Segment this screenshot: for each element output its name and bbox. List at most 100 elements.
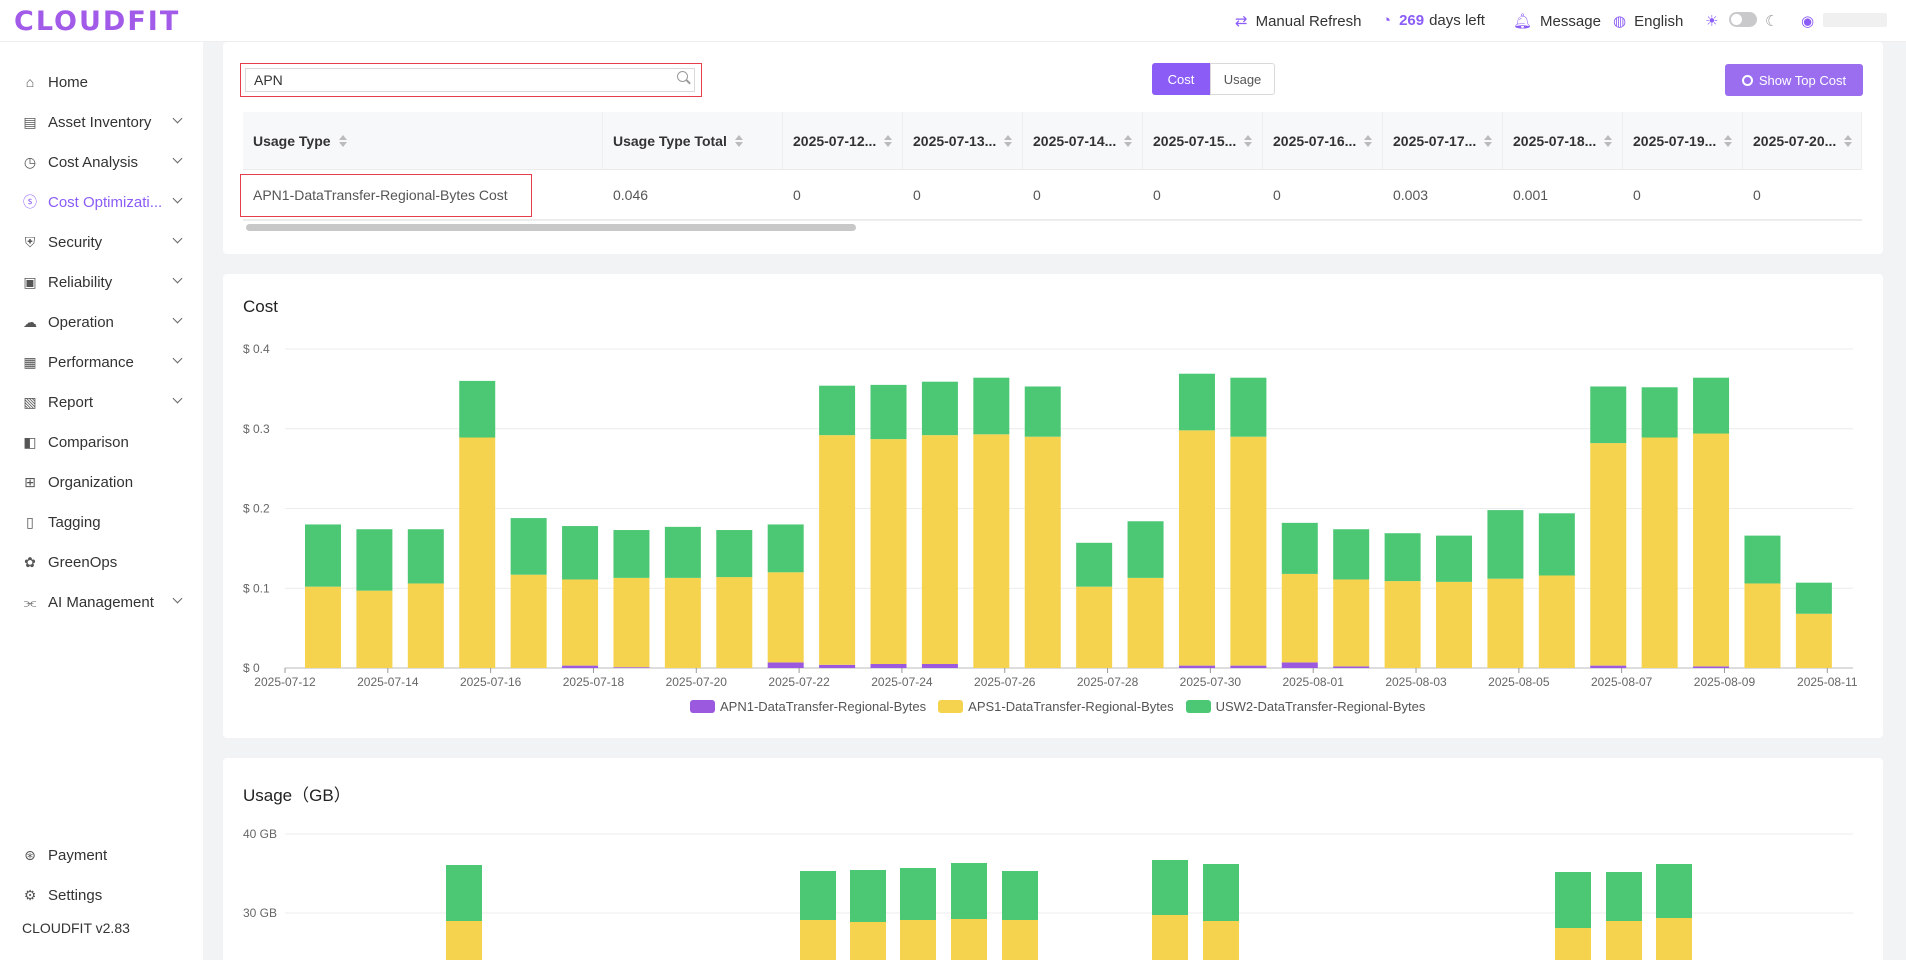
legend-swatch [938, 699, 964, 713]
table-header-cell[interactable]: 2025-07-15... [1143, 112, 1263, 169]
sidebar-item-performance[interactable]: ▦ Performance [0, 344, 203, 380]
cost-chart-card [223, 274, 1883, 738]
sidebar-item-report[interactable]: ▧ Report [0, 384, 203, 420]
sort-icon[interactable] [1844, 134, 1853, 147]
table-header-cell[interactable]: 2025-07-13... [903, 112, 1023, 169]
chevron-down-icon[interactable] [172, 313, 183, 324]
sort-icon[interactable] [1724, 134, 1733, 147]
chevron-down-icon[interactable] [172, 153, 183, 164]
user-name-placeholder[interactable] [1823, 13, 1887, 27]
table-header-cell[interactable]: 2025-07-14... [1023, 112, 1143, 169]
legend-item[interactable]: USW2-DataTransfer-Regional-Bytes [1185, 699, 1425, 714]
table-header-cell[interactable]: 2025-07-18... [1503, 112, 1623, 169]
sidebar-item-cost-optimizati[interactable]: ⓢ Cost Optimizati... [0, 184, 203, 220]
performance-icon: ▦ [23, 354, 37, 370]
search-input[interactable] [245, 68, 695, 92]
sort-icon[interactable] [884, 134, 893, 147]
chevron-down-icon[interactable] [172, 393, 183, 404]
table-header-cell[interactable]: 2025-07-12... [783, 112, 903, 169]
manual-refresh-button[interactable]: ⇄ Manual Refresh [1235, 12, 1362, 31]
top-bar: CLOUDFIT ⇄ Manual Refresh ◔ 269 days lef… [0, 0, 1906, 42]
table-header-cell[interactable]: 2025-07-19... [1623, 112, 1743, 169]
report-icon: ▧ [23, 394, 37, 410]
legend-swatch [690, 699, 715, 713]
sidebar-item-label: Comparison [48, 433, 129, 451]
sidebar-item-reliability[interactable]: ▣ Reliability [0, 264, 203, 300]
usage-table: Usage Type Usage Type Total 2025-07-12... 2… [243, 112, 1862, 220]
table-cell: 0 [913, 186, 921, 203]
chevron-down-icon[interactable] [172, 273, 183, 284]
sidebar-item-payment[interactable]: ⊛ Payment [0, 837, 203, 873]
usage-chart-title: Usage（GB） [243, 786, 351, 805]
globe-icon: ◍ [1613, 13, 1627, 30]
legend-swatch [1185, 699, 1211, 713]
table-cell: 0 [1153, 186, 1161, 203]
sidebar-item-ai-management[interactable]: ⫘ AI Management [0, 584, 203, 620]
sidebar-item-label: GreenOps [48, 553, 118, 571]
chart-legend: APN1-DataTransfer-Regional-Bytes APS1-Dat… [690, 698, 1437, 714]
legend-item[interactable]: APN1-DataTransfer-Regional-Bytes [690, 699, 926, 714]
sidebar-item-security[interactable]: ⛨ Security [0, 224, 203, 260]
sidebar-item-label: Cost Analysis [48, 153, 139, 171]
operation-icon: ☁︎ [23, 314, 37, 330]
sidebar-item-tagging[interactable]: ▯ Tagging [0, 504, 203, 540]
table-cell: 0.001 [1513, 186, 1549, 203]
chevron-down-icon[interactable] [172, 193, 183, 204]
table-scrollbar[interactable] [246, 224, 856, 231]
table-cell: 0 [1273, 186, 1281, 203]
table-cell: 0.003 [1393, 186, 1429, 203]
table-header-cell[interactable]: Usage Type Total [603, 112, 783, 169]
message-button[interactable]: 🔔︎ Message [1513, 12, 1601, 31]
sort-icon[interactable] [1004, 134, 1013, 147]
table-scroll-track [243, 220, 1862, 232]
language-selector[interactable]: ◍ English [1613, 12, 1684, 31]
table-header-cell[interactable]: Usage Type [243, 112, 603, 169]
table-header-cell[interactable]: 2025-07-17... [1383, 112, 1503, 169]
show-top-cost-button[interactable]: Show Top Cost [1725, 64, 1863, 96]
table-header-cell[interactable]: 2025-07-20... [1743, 112, 1862, 169]
sort-icon[interactable] [734, 134, 743, 147]
security-icon: ⛨ [24, 234, 36, 250]
sidebar-item-home[interactable]: ⌂ Home [0, 64, 203, 100]
sort-icon[interactable] [1124, 134, 1133, 147]
sidebar-item-label: Asset Inventory [48, 113, 152, 131]
bell-icon: 🔔︎ [1513, 13, 1533, 30]
table-row: APN1-DataTransfer-Regional-Bytes Cost 0.0… [243, 170, 1862, 220]
chevron-down-icon[interactable] [172, 113, 183, 124]
row-highlight-box [240, 174, 532, 217]
sidebar-item-label: Cost Optimizati... [48, 193, 163, 211]
sort-icon[interactable] [1604, 134, 1613, 147]
sidebar-item-asset-inventory[interactable]: ▤ Asset Inventory [0, 104, 203, 140]
sort-icon[interactable] [338, 134, 347, 147]
sidebar-item-cost-analysis[interactable]: ◷ Cost Analysis [0, 144, 203, 180]
legend-item[interactable]: APS1-DataTransfer-Regional-Bytes [938, 699, 1174, 714]
sidebar-item-label: Security [48, 233, 103, 251]
toggle-cost-button[interactable]: Cost [1152, 63, 1210, 95]
chevron-down-icon[interactable] [172, 233, 183, 244]
app-version: CLOUDFIT v2.83 [22, 920, 130, 936]
app-logo[interactable]: CLOUDFIT [14, 6, 181, 37]
sort-icon[interactable] [1484, 134, 1493, 147]
sidebar-item-label: Tagging [48, 513, 101, 531]
sort-icon[interactable] [1364, 134, 1373, 147]
sidebar-item-organization[interactable]: ⊞ Organization [0, 464, 203, 500]
chevron-down-icon[interactable] [172, 593, 183, 604]
sidebar-item-label: Performance [48, 353, 134, 371]
comparison-icon: ◧ [23, 434, 37, 450]
theme-toggle[interactable] [1729, 12, 1757, 27]
search-icon[interactable] [677, 71, 688, 82]
sidebar-item-label: Operation [48, 313, 114, 331]
table-header-row: Usage Type Usage Type Total 2025-07-12... 2… [243, 112, 1862, 170]
sort-icon[interactable] [1244, 134, 1253, 147]
toggle-usage-button[interactable]: Usage [1210, 63, 1275, 95]
sidebar-item-greenops[interactable]: ✿ GreenOps [0, 544, 203, 580]
user-avatar-icon[interactable]: ◉ [1801, 13, 1815, 30]
refresh-icon: ⇄ [1235, 13, 1248, 30]
sidebar-item-label: Report [48, 393, 94, 411]
table-header-cell[interactable]: 2025-07-16... [1263, 112, 1383, 169]
sidebar-item-operation[interactable]: ☁︎ Operation [0, 304, 203, 340]
greenops-icon: ✿ [24, 554, 36, 570]
sidebar-item-comparison[interactable]: ◧ Comparison [0, 424, 203, 460]
chevron-down-icon[interactable] [172, 353, 183, 364]
sidebar-item-settings[interactable]: ⚙︎ Settings [23, 886, 103, 904]
